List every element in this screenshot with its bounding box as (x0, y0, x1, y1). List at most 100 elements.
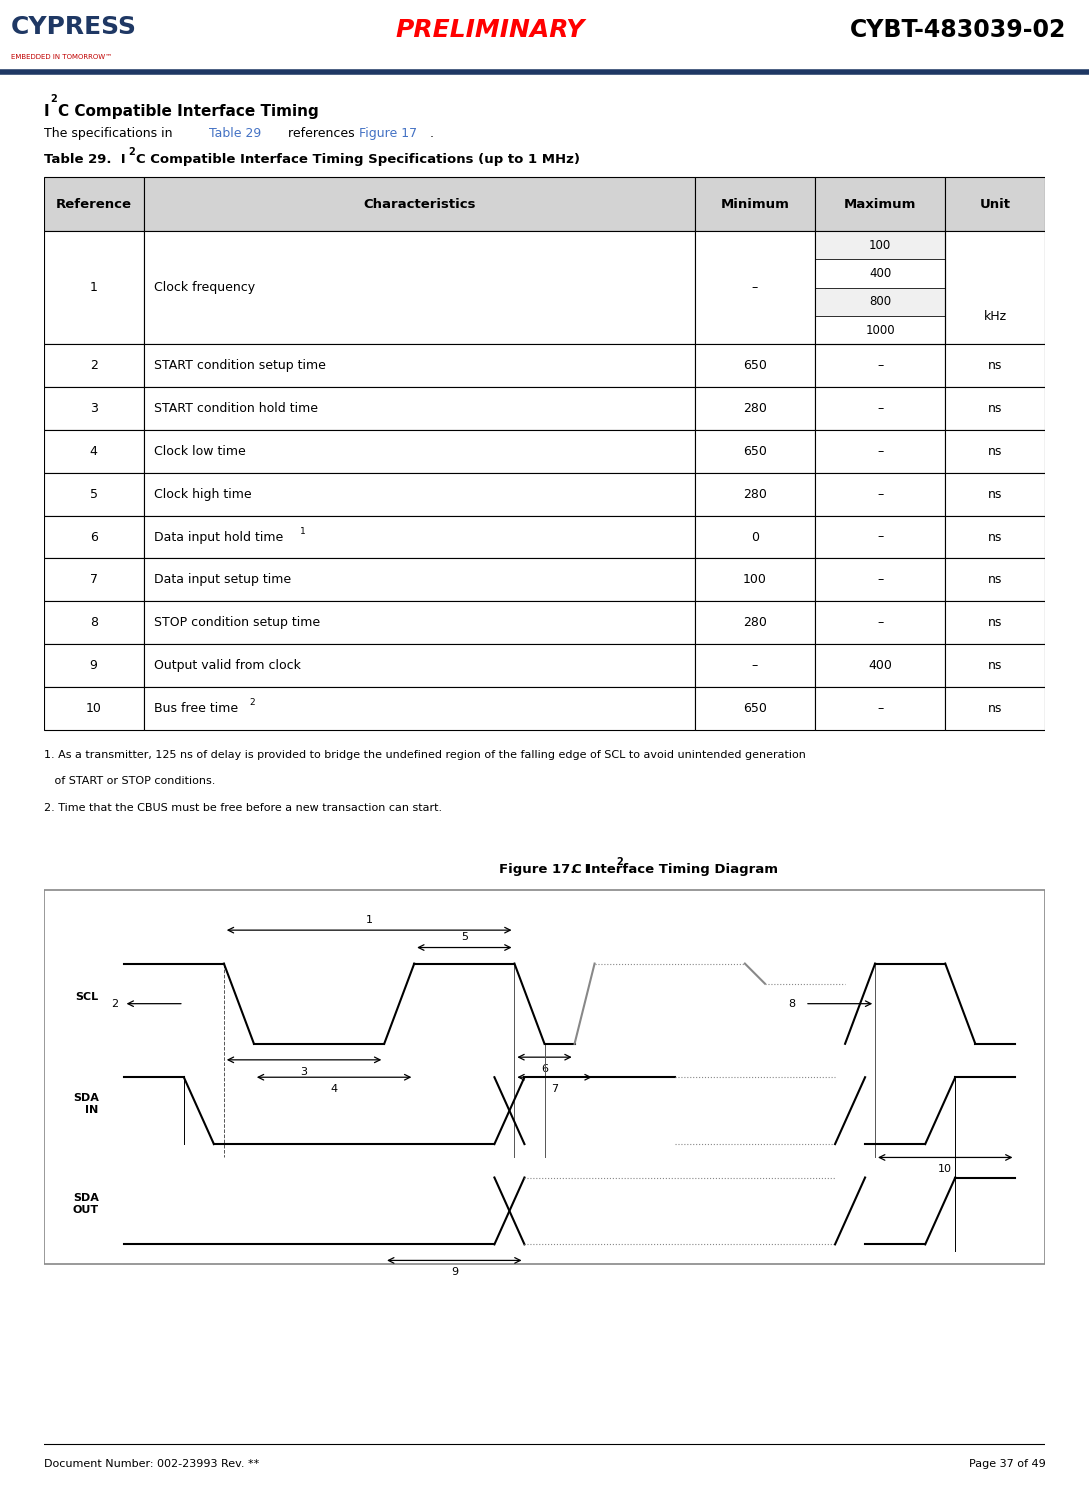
Text: of START or STOP conditions.: of START or STOP conditions. (44, 777, 215, 786)
Text: 2: 2 (616, 856, 623, 867)
Text: 100: 100 (743, 574, 767, 586)
Text: SDA
IN: SDA IN (73, 1094, 99, 1115)
Text: START condition hold time: START condition hold time (154, 402, 318, 415)
Text: SCL: SCL (75, 992, 99, 1002)
Text: 650: 650 (743, 445, 767, 459)
Text: 8: 8 (89, 616, 98, 629)
Text: I: I (44, 103, 49, 120)
Text: Clock low time: Clock low time (154, 445, 245, 459)
Bar (695, 178, 815, 230)
Text: ns: ns (988, 360, 1003, 372)
Bar (815, 178, 945, 230)
Text: Unit: Unit (980, 197, 1011, 211)
Bar (815, 260, 945, 288)
Bar (695, 230, 815, 345)
Text: C Interface Timing Diagram: C Interface Timing Diagram (572, 864, 778, 877)
Text: kHz: kHz (983, 309, 1007, 323)
Bar (815, 345, 945, 387)
Bar (44, 559, 144, 601)
Text: Table 29.  I: Table 29. I (44, 154, 125, 166)
Text: CYPRESS: CYPRESS (11, 15, 137, 39)
Bar (945, 601, 1045, 644)
Bar (44, 430, 144, 472)
Text: Page 37 of 49: Page 37 of 49 (969, 1460, 1045, 1469)
Text: –: – (877, 616, 883, 629)
Text: 650: 650 (743, 360, 767, 372)
Text: Maximum: Maximum (844, 197, 916, 211)
Bar (815, 687, 945, 729)
Text: 800: 800 (869, 296, 891, 308)
Bar (945, 515, 1045, 559)
Text: C Compatible Interface Timing Specifications (up to 1 MHz): C Compatible Interface Timing Specificat… (136, 154, 579, 166)
Bar (695, 559, 815, 601)
Text: EMBEDDED IN TOMORROW™: EMBEDDED IN TOMORROW™ (11, 54, 112, 60)
Bar (815, 230, 945, 260)
Bar (144, 687, 695, 729)
Bar (695, 601, 815, 644)
Bar (945, 178, 1045, 230)
Bar (815, 230, 945, 345)
Text: 1. As a transmitter, 125 ns of delay is provided to bridge the undefined region : 1. As a transmitter, 125 ns of delay is … (44, 750, 806, 759)
Text: 6: 6 (541, 1064, 548, 1074)
Bar (144, 472, 695, 515)
Text: 3: 3 (89, 402, 98, 415)
Text: ns: ns (988, 530, 1003, 544)
Text: Data input hold time: Data input hold time (154, 530, 283, 544)
Text: 10: 10 (86, 702, 101, 714)
Text: C Compatible Interface Timing: C Compatible Interface Timing (58, 103, 318, 120)
Text: –: – (877, 360, 883, 372)
Text: ns: ns (988, 702, 1003, 714)
Bar (815, 387, 945, 430)
Text: –: – (751, 281, 758, 294)
Text: 100: 100 (869, 239, 891, 251)
Text: 2: 2 (89, 360, 98, 372)
Text: Figure 17.  I: Figure 17. I (499, 864, 590, 877)
Text: START condition setup time: START condition setup time (154, 360, 326, 372)
Bar (945, 687, 1045, 729)
Bar (44, 345, 144, 387)
Text: 0: 0 (751, 530, 759, 544)
Text: ns: ns (988, 659, 1003, 672)
Text: ns: ns (988, 445, 1003, 459)
Text: 5: 5 (89, 487, 98, 500)
Text: 280: 280 (743, 616, 767, 629)
Bar (44, 601, 144, 644)
Bar (695, 345, 815, 387)
Bar (815, 515, 945, 559)
Text: Output valid from clock: Output valid from clock (154, 659, 301, 672)
Bar (695, 644, 815, 687)
Text: SDA
OUT: SDA OUT (73, 1194, 99, 1215)
Text: 400: 400 (869, 267, 891, 279)
Text: ns: ns (988, 574, 1003, 586)
Text: Clock frequency: Clock frequency (154, 281, 255, 294)
Text: 3: 3 (301, 1067, 307, 1077)
Text: 1: 1 (301, 527, 306, 536)
Bar (815, 288, 945, 317)
Bar (815, 430, 945, 472)
Bar (144, 601, 695, 644)
Bar (144, 515, 695, 559)
Text: 1: 1 (366, 914, 372, 925)
Text: –: – (877, 445, 883, 459)
Bar (695, 687, 815, 729)
Bar (945, 345, 1045, 387)
Bar (144, 178, 695, 230)
Text: –: – (877, 574, 883, 586)
Bar (815, 472, 945, 515)
Bar (815, 644, 945, 687)
Text: 280: 280 (743, 487, 767, 500)
Text: ns: ns (988, 402, 1003, 415)
Text: 2: 2 (111, 998, 119, 1008)
Bar (44, 178, 144, 230)
Text: 4: 4 (331, 1085, 338, 1094)
Text: Characteristics: Characteristics (363, 197, 476, 211)
Bar (44, 472, 144, 515)
Text: Bus free time: Bus free time (154, 702, 237, 714)
Text: The specifications in: The specifications in (44, 127, 176, 139)
Bar (815, 601, 945, 644)
Bar (945, 644, 1045, 687)
Text: Reference: Reference (56, 197, 132, 211)
Text: 1000: 1000 (866, 324, 895, 336)
Bar (144, 644, 695, 687)
Text: 10: 10 (939, 1164, 952, 1174)
